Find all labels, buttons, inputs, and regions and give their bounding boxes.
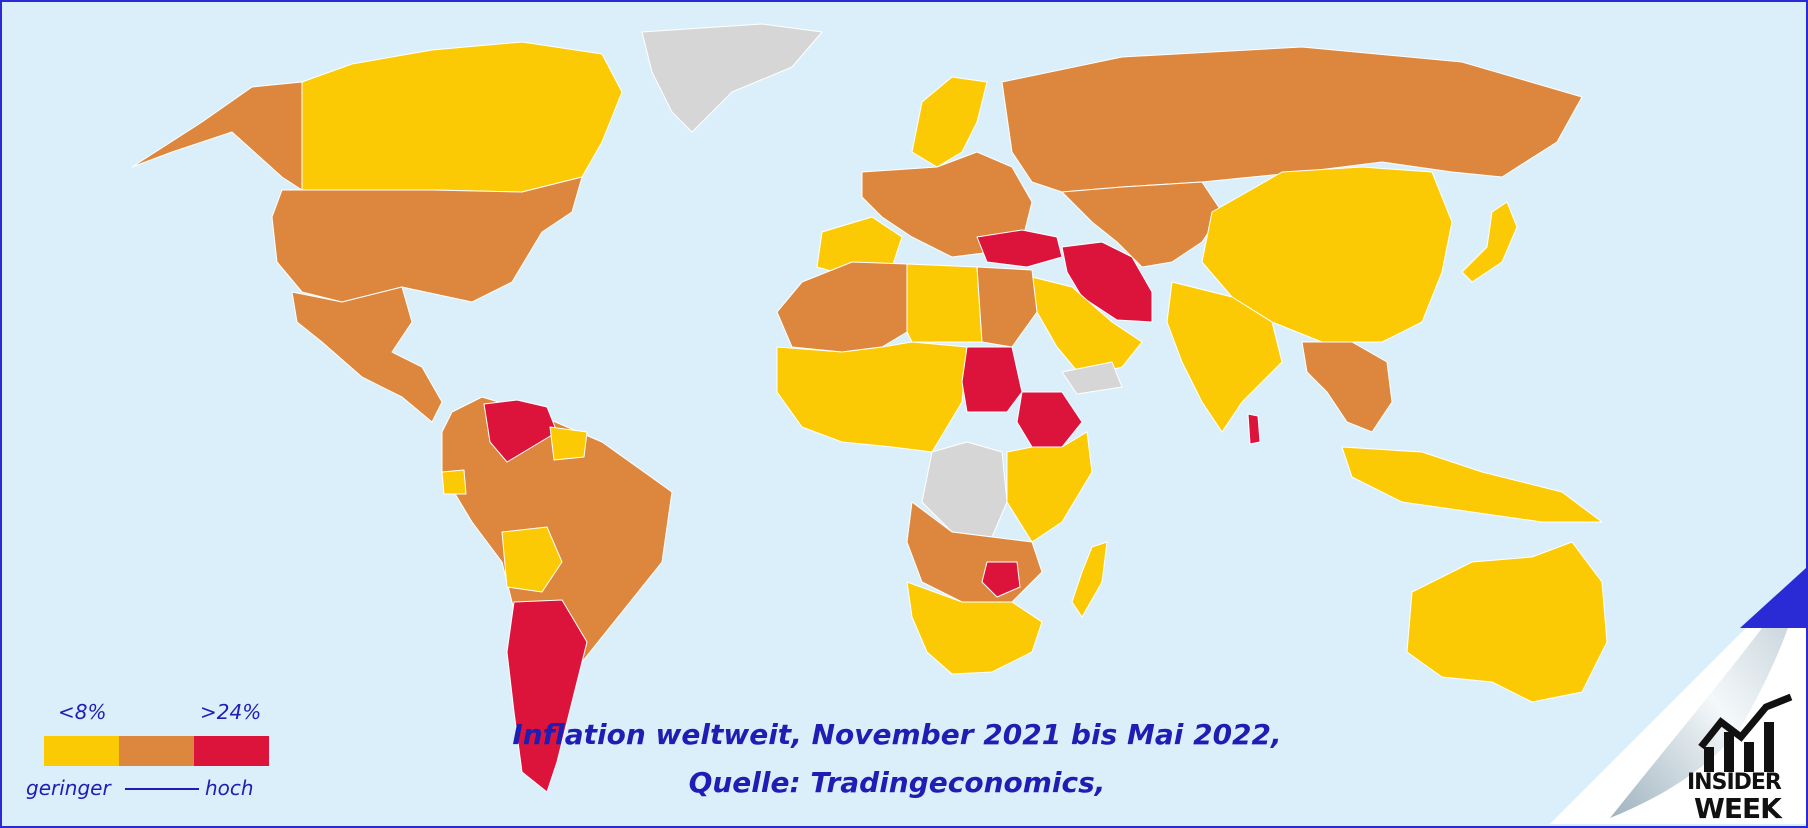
map-region-dr-congo [921,441,1008,538]
map-region-sudan [961,346,1023,413]
map-region-east-africa [1006,431,1093,543]
logo-text-week: WEEK [1694,792,1782,825]
legend-min-label: <8% [58,700,107,724]
map-region-venezuela [483,399,558,463]
legend-left-label: geringer [26,776,111,800]
map-region-guyana-suriname [549,426,588,461]
map-region-iran [1061,241,1153,323]
legend-line [125,788,199,790]
chart-logo-icon [1698,693,1793,772]
map-region-mexico-central-america [291,286,443,423]
map-region-madagascar [1071,541,1108,618]
legend-swatch-high [194,736,269,766]
map-region-arabia [1031,276,1143,378]
map-region-turkey [976,229,1063,268]
map-region-southern-africa [906,581,1043,675]
map-caption-line-2: Quelle: Tradingeconomics, [688,766,1106,799]
map-region-india [1166,281,1283,433]
map-region-central-asia [1061,181,1223,268]
legend-swatch-low [44,736,119,766]
map-region-indonesia [1341,446,1603,523]
map-region-greenland [641,23,823,133]
map-region-yemen [1061,361,1123,395]
map-region-north-africa [776,261,908,353]
map-region-ethiopia [1016,391,1083,448]
map-region-sri-lanka [1247,413,1261,445]
map-region-canada [301,41,623,193]
map-region-scandinavia [911,76,988,168]
map-region-usa [271,176,583,303]
map-region-russia [1001,46,1583,193]
map-region-australia [1406,541,1608,703]
logo-text-insider: INSIDER [1687,770,1782,795]
map-caption-line-1: Inflation weltweit, November 2021 bis Ma… [512,718,1282,751]
page-curl [1550,568,1806,824]
legend-right-label: hoch [205,776,254,800]
legend-max-label: >24% [200,700,262,724]
map-region-libya [906,263,983,343]
map-region-ecuador [441,469,467,495]
map-region-alaska [131,81,303,191]
map-region-argentina [506,599,588,793]
map-region-zimbabwe [981,561,1021,598]
map-region-west-africa [776,341,968,453]
legend-swatch-medium [119,736,194,766]
map-region-egypt [976,266,1038,348]
map-region-japan [1461,201,1518,283]
map-region-bolivia [501,526,563,593]
map-region-southeast-asia [1301,341,1393,433]
